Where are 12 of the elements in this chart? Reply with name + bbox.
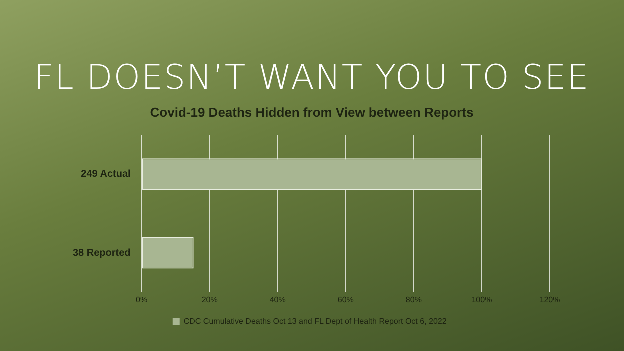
- legend-label: CDC Cumulative Deaths Oct 13 and FL Dept of Health Report Oct 6, 2022: [184, 317, 448, 326]
- x-tick-label: 120%: [540, 295, 560, 304]
- chart-title: FL DOESN’T WANT YOU TO SEE: [33, 58, 591, 98]
- x-tick-label: 40%: [270, 295, 286, 304]
- x-tick-label: 80%: [406, 295, 422, 304]
- y-tick-label: 38 Reported: [72, 248, 131, 259]
- x-tick-label: 20%: [202, 295, 218, 304]
- x-tick-label: 100%: [472, 295, 492, 304]
- x-tick-label: 60%: [338, 295, 354, 304]
- chart-subtitle: Covid-19 Deaths Hidden from View between Reports: [149, 105, 475, 120]
- y-tick-label: 249 Actual: [81, 169, 132, 180]
- x-tick-label: 0%: [136, 295, 148, 304]
